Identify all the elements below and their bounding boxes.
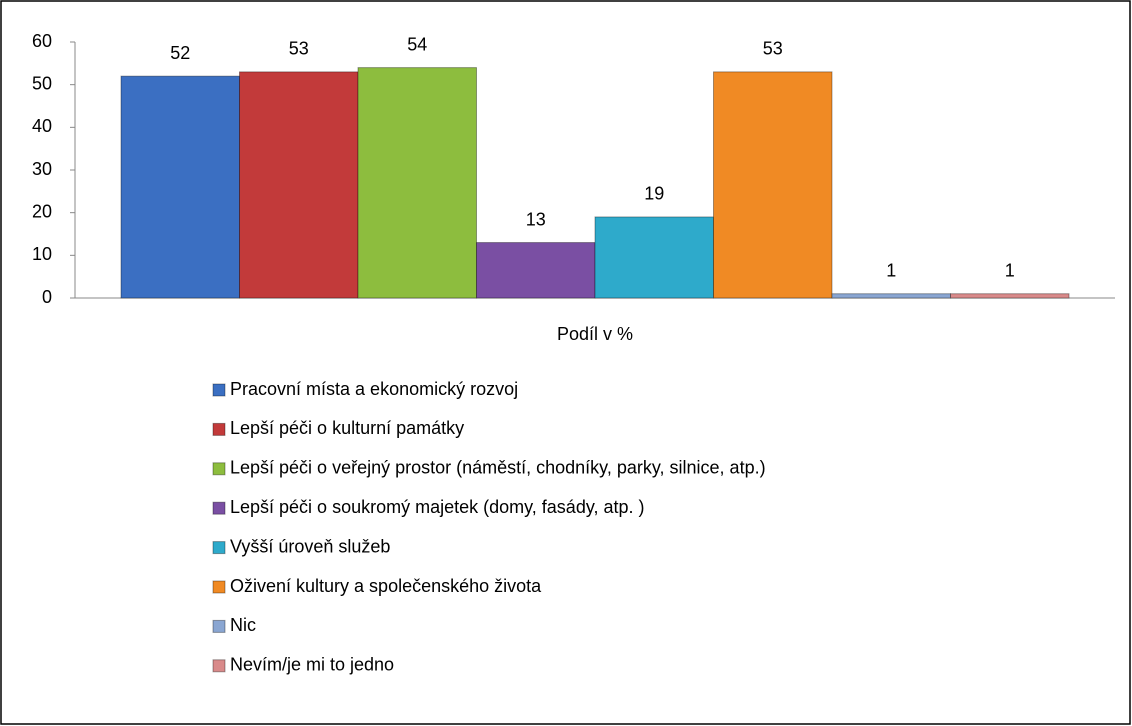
bar	[239, 71, 359, 299]
legend-swatch	[212, 462, 226, 476]
data-label: 54	[407, 34, 427, 54]
data-label: 13	[526, 209, 546, 229]
data-label: 53	[289, 39, 309, 59]
y-tick-label: 0	[42, 287, 52, 307]
legend-label: Lepší péči o kulturní památky	[230, 418, 464, 438]
data-label: 1	[886, 260, 896, 280]
legend-swatch	[212, 422, 226, 436]
bar	[831, 293, 951, 299]
legend-label: Nevím/je mi to jedno	[230, 655, 394, 675]
legend-label: Lepší péči o veřejný prostor (náměstí, c…	[230, 458, 766, 478]
bar	[476, 242, 596, 299]
legend-label: Nic	[230, 615, 256, 635]
legend-swatch	[212, 383, 226, 397]
bar	[713, 71, 833, 299]
y-tick-label: 30	[32, 159, 52, 179]
legend-swatch	[212, 619, 226, 633]
legend-label: Vyšší úroveň služeb	[230, 536, 390, 556]
y-tick-label: 50	[32, 73, 52, 93]
data-label: 19	[644, 184, 664, 204]
bar	[357, 67, 477, 299]
bar	[594, 216, 714, 299]
y-tick-label: 20	[32, 201, 52, 221]
data-label: 53	[763, 39, 783, 59]
data-label: 52	[170, 43, 190, 63]
y-tick-label: 60	[32, 31, 52, 51]
x-tick-label: Podíl v %	[557, 324, 633, 344]
y-tick-label: 10	[32, 244, 52, 264]
bar	[950, 293, 1070, 299]
legend-swatch	[212, 501, 226, 515]
legend-label: Oživení kultury a společenského života	[230, 576, 542, 596]
legend-swatch	[212, 580, 226, 594]
legend-label: Lepší péči o soukromý majetek (domy, fas…	[230, 497, 645, 517]
y-tick-label: 40	[32, 116, 52, 136]
data-label: 1	[1005, 260, 1015, 280]
bar	[120, 75, 240, 299]
legend-label: Pracovní místa a ekonomický rozvoj	[230, 379, 518, 399]
legend-swatch	[212, 541, 226, 555]
legend-swatch	[212, 659, 226, 673]
